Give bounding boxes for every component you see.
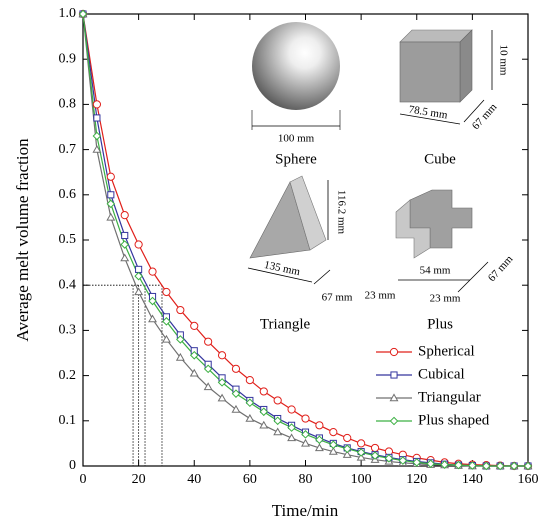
marker (191, 322, 198, 329)
dimension-label: 116.2 mm (335, 190, 347, 235)
y-tick-label: 0 (69, 458, 76, 473)
marker (274, 397, 281, 404)
y-tick-label: 0.5 (59, 232, 77, 247)
marker (121, 212, 128, 219)
dimension-label: 100 mm (278, 133, 315, 145)
dimension-label: 10 mm (497, 45, 509, 76)
marker (344, 434, 351, 441)
marker (218, 352, 225, 359)
x-tick-label: 40 (187, 472, 201, 487)
marker (330, 429, 337, 436)
marker (274, 429, 281, 435)
marker (121, 254, 128, 260)
marker (246, 377, 253, 384)
marker (232, 365, 239, 372)
legend-label: Triangular (418, 389, 481, 405)
marker (94, 115, 100, 121)
legend-label: Spherical (418, 343, 475, 359)
y-tick-label: 0.3 (59, 323, 77, 338)
dim-line (458, 262, 488, 292)
marker (108, 192, 114, 198)
marker (93, 101, 100, 108)
y-tick-label: 0.6 (59, 187, 77, 202)
marker (288, 406, 295, 413)
marker (390, 348, 397, 355)
x-tick-label: 20 (132, 472, 146, 487)
dimension-label: 23 mm (430, 293, 461, 305)
y-tick-label: 0.4 (59, 277, 77, 292)
marker (135, 288, 142, 294)
marker (390, 417, 397, 424)
legend-label: Cubical (418, 366, 465, 382)
marker (177, 306, 184, 313)
y-tick-label: 0.9 (59, 51, 77, 66)
inset-caption: Sphere (275, 151, 317, 167)
inset-caption: Cube (424, 151, 456, 167)
marker (135, 241, 142, 248)
x-tick-label: 140 (462, 472, 483, 487)
x-tick-label: 160 (518, 472, 539, 487)
cube-side (460, 30, 472, 102)
x-tick-label: 0 (80, 472, 87, 487)
cube-front (400, 42, 460, 102)
dimension-label: 67 mm (322, 292, 353, 304)
dim-line (314, 270, 330, 284)
y-tick-label: 0.1 (59, 413, 77, 428)
marker (260, 422, 267, 428)
x-axis-label: Time/min (272, 501, 339, 520)
y-axis-label: Average melt volume fraction (13, 138, 32, 342)
x-tick-label: 100 (351, 472, 372, 487)
x-tick-label: 60 (243, 472, 257, 487)
sphere-shape (252, 22, 340, 110)
marker (136, 266, 142, 272)
x-tick-label: 80 (299, 472, 313, 487)
legend-label: Plus shaped (418, 412, 490, 428)
marker (163, 288, 170, 295)
marker (205, 338, 212, 345)
dimension-label: 23 mm (365, 290, 396, 302)
marker (107, 214, 114, 220)
dimension-label: 54 mm (420, 265, 451, 277)
marker (149, 316, 156, 322)
y-tick-label: 0.7 (59, 142, 77, 157)
x-tick-label: 120 (406, 472, 427, 487)
y-tick-label: 0.2 (59, 368, 77, 383)
marker (107, 173, 114, 180)
inset-caption: Plus (427, 316, 453, 332)
cube-top (400, 30, 472, 42)
marker (302, 415, 309, 422)
marker (391, 372, 397, 378)
marker (358, 440, 365, 447)
marker (246, 415, 253, 421)
marker (316, 422, 323, 429)
inset-caption: Triangle (260, 316, 311, 332)
marker (260, 388, 267, 395)
y-tick-label: 0.8 (59, 97, 77, 112)
y-tick-label: 1.0 (59, 6, 77, 21)
marker (371, 444, 378, 451)
dimension-label: 67 mm (486, 253, 516, 284)
marker (149, 268, 156, 275)
dimension-label: 67 mm (470, 101, 500, 132)
chart: Time/min Average melt volume fraction 0 2… (0, 0, 545, 525)
marker (122, 232, 128, 238)
